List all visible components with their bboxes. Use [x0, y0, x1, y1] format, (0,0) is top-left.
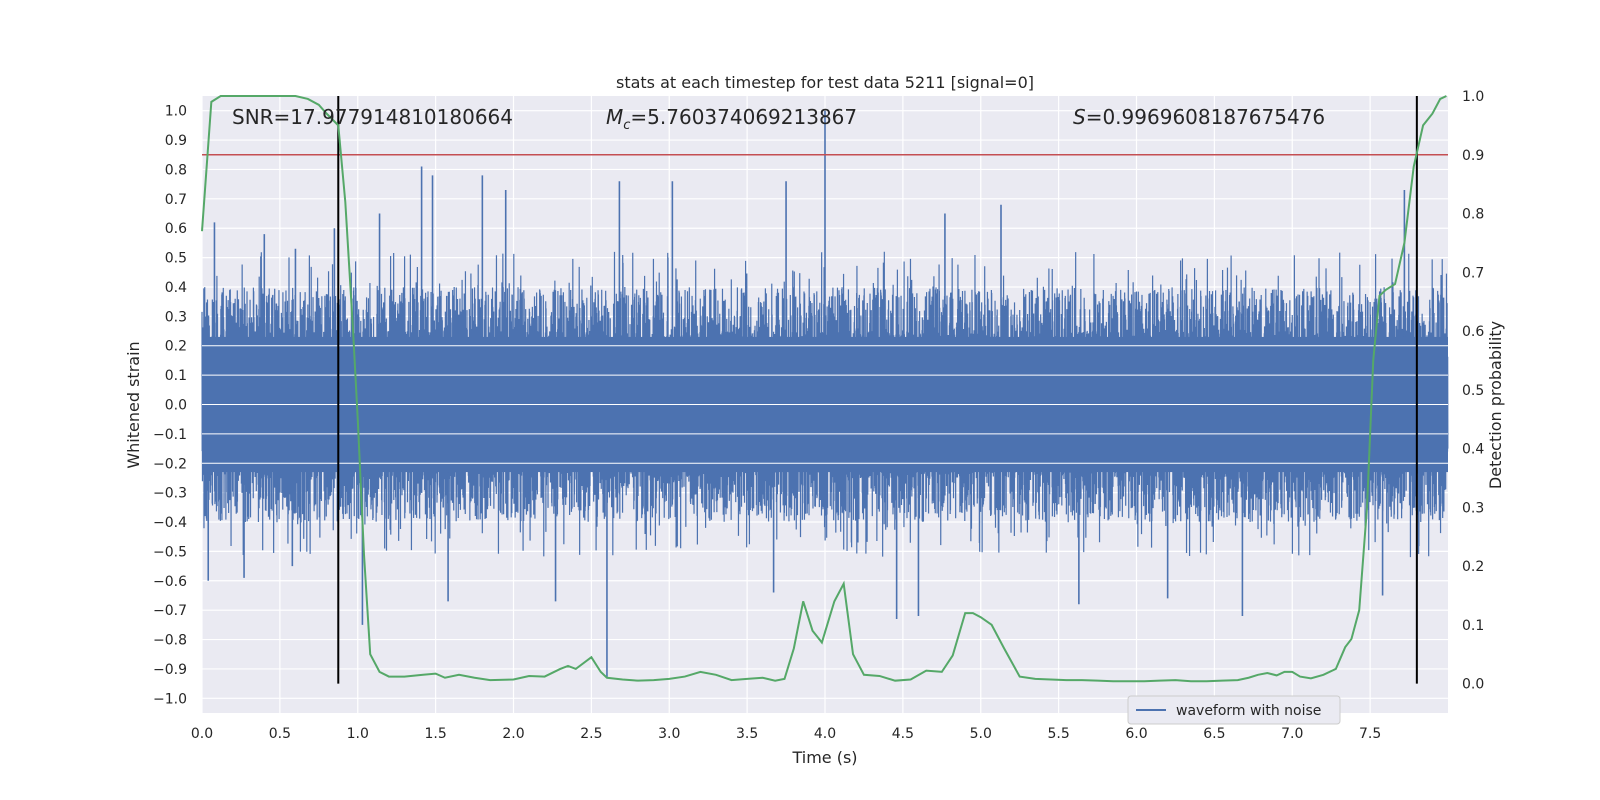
left-y-tick-label: 1.0 [165, 104, 187, 120]
left-y-tick-label: −0.5 [153, 544, 187, 560]
x-tick-label: 2.0 [502, 726, 524, 742]
left-y-tick-label: 0.1 [165, 368, 187, 384]
chart-title: stats at each timestep for test data 521… [616, 73, 1034, 92]
right-y-axis-label: Detection probability [1486, 321, 1505, 489]
right-y-tick-label: 0.5 [1462, 383, 1484, 399]
waveform-series [201, 110, 1449, 678]
left-y-tick-label: −0.4 [153, 515, 187, 531]
left-y-tick-label: −0.8 [153, 633, 187, 649]
x-tick-label: 6.0 [1125, 726, 1147, 742]
right-y-tick-label: 0.1 [1462, 618, 1484, 634]
legend: waveform with noise [1127, 695, 1341, 725]
chirp-mass-annotation: Mc=5.760374069213867 [606, 105, 857, 133]
x-tick-label: 1.0 [347, 726, 369, 742]
left-y-tick-label: 0.8 [165, 162, 187, 178]
right-y-tick-label: 0.0 [1462, 677, 1484, 693]
x-tick-label: 1.5 [424, 726, 446, 742]
left-y-axis-label: Whitened strain [124, 341, 143, 468]
left-y-tick-label: 0.0 [165, 398, 187, 414]
x-tick-label: 7.0 [1281, 726, 1303, 742]
x-tick-labels: 0.0 0.5 1.0 1.5 2.0 2.5 3.0 3.5 4.0 4.5 5.0 5.5 6.0 6… [191, 726, 1381, 742]
x-tick-label: 5.0 [970, 726, 992, 742]
left-y-tick-label: 0.3 [165, 309, 187, 325]
right-y-tick-label: 0.6 [1462, 324, 1484, 340]
left-y-tick-label: −0.3 [153, 486, 187, 502]
detection-probability-series [201, 95, 1447, 683]
left-y-tick-label: −1.0 [153, 691, 187, 707]
left-y-tick-label: −0.9 [153, 662, 187, 678]
right-y-tick-label: 0.3 [1462, 500, 1484, 516]
overlay-lines [202, 96, 1448, 684]
right-y-tick-label: 0.8 [1462, 207, 1484, 223]
left-y-tick-label: 0.2 [165, 339, 187, 355]
x-tick-label: 2.5 [580, 726, 602, 742]
probability-line [201, 95, 1447, 683]
right-y-tick-label: 0.2 [1462, 559, 1484, 575]
x-axis-label: Time (s) [791, 748, 857, 767]
left-y-tick-labels: −1.0 −0.9 −0.8 −0.7 −0.6 −0.5 −0.4 −0.3 −0.2 −0.1… [153, 104, 187, 708]
left-y-tick-label: 0.5 [165, 251, 187, 267]
x-tick-label: 5.5 [1047, 726, 1069, 742]
left-y-tick-label: 0.7 [165, 192, 187, 208]
left-y-tick-label: −0.2 [153, 456, 187, 472]
left-y-tick-label: 0.6 [165, 221, 187, 237]
legend-label: waveform with noise [1176, 703, 1321, 719]
x-tick-label: 0.5 [269, 726, 291, 742]
left-y-tick-label: −0.6 [153, 574, 187, 590]
left-y-tick-label: 0.4 [165, 280, 187, 296]
snr-annotation: SNR=17.977914810180664 [232, 105, 513, 129]
x-tick-label: 7.5 [1359, 726, 1381, 742]
x-tick-label: 3.0 [658, 726, 680, 742]
x-tick-label: 6.5 [1203, 726, 1225, 742]
legend-box [1127, 695, 1341, 725]
left-y-tick-label: −0.7 [153, 603, 187, 619]
right-y-tick-label: 0.9 [1462, 148, 1484, 164]
left-y-tick-label: −0.1 [153, 427, 187, 443]
s-annotation: S=0.9969608187675476 [1073, 105, 1325, 129]
x-tick-label: 4.0 [814, 726, 836, 742]
left-y-tick-label: 0.9 [165, 133, 187, 149]
right-y-tick-label: 0.4 [1462, 442, 1484, 458]
right-y-tick-label: 0.7 [1462, 265, 1484, 281]
x-tick-label: 4.5 [892, 726, 914, 742]
right-y-tick-labels: 0.0 0.1 0.2 0.3 0.4 0.5 0.6 0.7 0.8 0.9 1.0 [1462, 89, 1484, 693]
x-tick-label: 3.5 [736, 726, 758, 742]
x-tick-label: 0.0 [191, 726, 213, 742]
right-y-tick-label: 1.0 [1462, 89, 1484, 105]
